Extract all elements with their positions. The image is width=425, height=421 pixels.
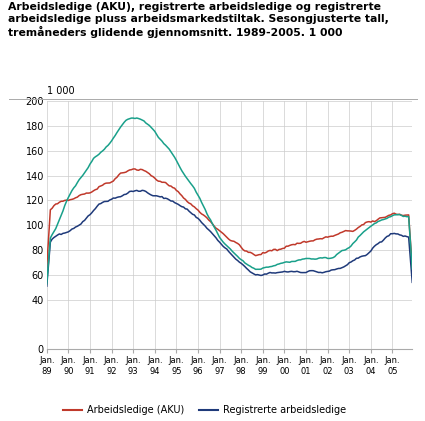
Arbeidsledige (AKU): [105, 181, 111, 186]
Line: Registrerte arbeidsledige + tiltak: Registrerte arbeidsledige + tiltak: [47, 118, 412, 284]
Line: Registrerte arbeidsledige: Registrerte arbeidsledige: [47, 190, 412, 286]
Registrerte arbeidsledige + tiltak: [410, 266, 415, 272]
Arbeidsledige (AKU): [44, 265, 49, 270]
Registrerte arbeidsledige + tiltak: [134, 115, 139, 120]
Registrerte arbeidsledige: [140, 188, 145, 193]
Registrerte arbeidsledige: [410, 280, 415, 285]
Arbeidsledige (AKU): [230, 238, 235, 243]
Registrerte arbeidsledige: [84, 216, 89, 221]
Text: 1 000: 1 000: [47, 86, 74, 96]
Arbeidsledige (AKU): [84, 191, 89, 196]
Registrerte arbeidsledige + tiltak: [105, 143, 111, 148]
Registrerte arbeidsledige: [230, 253, 235, 258]
Line: Arbeidsledige (AKU): Arbeidsledige (AKU): [47, 169, 412, 268]
Registrerte arbeidsledige + tiltak: [230, 249, 235, 254]
Registrerte arbeidsledige + tiltak: [316, 256, 321, 261]
Registrerte arbeidsledige + tiltak: [44, 281, 49, 286]
Registrerte arbeidsledige + tiltak: [237, 256, 242, 261]
Registrerte arbeidsledige: [237, 260, 242, 265]
Arbeidsledige (AKU): [316, 237, 321, 242]
Arbeidsledige (AKU): [237, 242, 242, 247]
Registrerte arbeidsledige: [316, 270, 321, 275]
Registrerte arbeidsledige: [44, 284, 49, 289]
Arbeidsledige (AKU): [143, 169, 148, 174]
Registrerte arbeidsledige: [143, 189, 148, 194]
Registrerte arbeidsledige + tiltak: [84, 168, 89, 173]
Text: Arbeidsledige (AKU), registrerte arbeidsledige og registrerte
arbeidsledige plus: Arbeidsledige (AKU), registrerte arbeids…: [8, 2, 389, 38]
Arbeidsledige (AKU): [133, 166, 138, 171]
Arbeidsledige (AKU): [410, 266, 415, 271]
Registrerte arbeidsledige: [105, 199, 111, 204]
Registrerte arbeidsledige + tiltak: [143, 120, 148, 125]
